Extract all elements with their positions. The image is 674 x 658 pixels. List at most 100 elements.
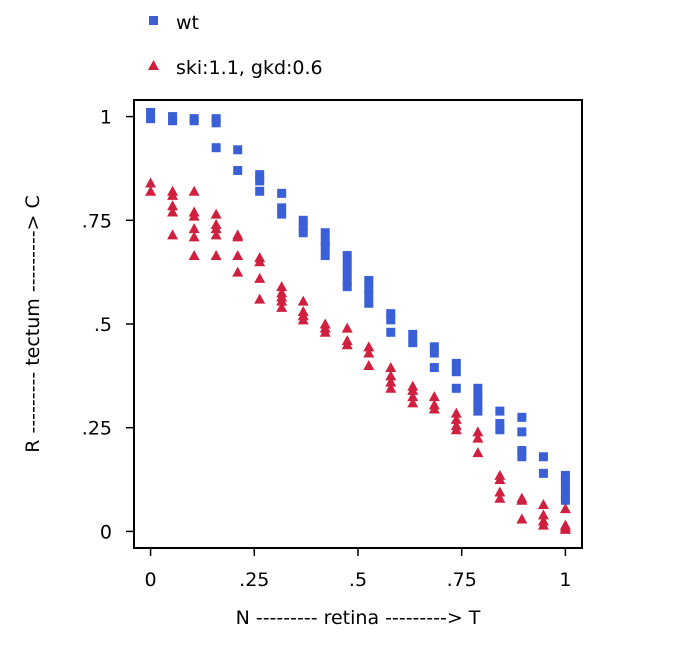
point-series-0-39 (429, 348, 439, 358)
point-series-1-4 (167, 200, 179, 211)
point-series-0-29 (364, 275, 374, 285)
point-series-1-11 (188, 231, 200, 242)
point-series-0-38 (429, 342, 439, 352)
point-series-1-16 (210, 229, 222, 240)
point-series-1-73 (559, 503, 571, 514)
point-series-0-8 (211, 143, 221, 153)
point-series-1-12 (188, 250, 200, 261)
point-series-1-42 (363, 347, 375, 358)
point-series-0-43 (451, 383, 461, 393)
legend-marker-wt (149, 16, 158, 25)
point-series-0-11 (255, 170, 265, 180)
point-series-1-51 (407, 397, 419, 408)
point-series-0-3 (168, 116, 178, 126)
x-axis-label: N --------- retina ---------> T (236, 607, 481, 629)
point-series-0-50 (495, 425, 505, 435)
point-series-0-17 (298, 215, 308, 225)
point-series-1-20 (232, 250, 244, 261)
point-series-1-10 (188, 223, 200, 234)
plot-frame (133, 99, 583, 549)
point-series-0-53 (517, 446, 527, 456)
point-series-0-13 (255, 186, 265, 196)
point-series-0-0 (146, 107, 156, 117)
point-series-0-14 (277, 188, 287, 198)
point-series-1-46 (385, 376, 397, 387)
point-series-1-41 (363, 341, 375, 352)
point-series-0-37 (408, 338, 418, 348)
point-series-1-1 (145, 185, 157, 196)
point-series-1-59 (472, 426, 484, 437)
y-tick-label-0: 0 (100, 521, 112, 543)
point-series-0-10 (233, 166, 243, 176)
point-series-1-31 (297, 295, 309, 306)
point-series-1-70 (537, 509, 549, 520)
point-series-1-15 (210, 223, 222, 234)
point-series-1-29 (276, 295, 288, 306)
point-series-0-42 (451, 367, 461, 377)
point-series-0-55 (538, 452, 548, 462)
point-series-1-52 (428, 391, 440, 402)
point-series-0-61 (560, 495, 570, 505)
point-series-1-50 (407, 391, 419, 402)
point-series-1-26 (276, 281, 288, 292)
point-series-1-19 (232, 231, 244, 242)
y-tick-label-3: .75 (82, 210, 112, 232)
point-series-1-34 (297, 314, 309, 325)
point-series-0-58 (560, 477, 570, 487)
point-series-0-35 (386, 327, 396, 337)
point-series-1-7 (188, 185, 200, 196)
x-axis: 0 .25 .5 .75 1 (145, 548, 571, 591)
point-series-1-76 (559, 523, 571, 534)
point-series-1-3 (167, 189, 179, 200)
point-series-1-44 (385, 362, 397, 373)
point-series-0-45 (473, 392, 483, 402)
point-series-0-56 (538, 468, 548, 478)
point-series-1-21 (232, 266, 244, 277)
x-tick-label-1: .25 (239, 569, 269, 591)
x-tick-label-4: 1 (559, 569, 571, 591)
point-series-1-56 (450, 413, 462, 424)
point-series-0-49 (495, 419, 505, 429)
point-series-0-31 (364, 290, 374, 300)
point-series-0-23 (320, 251, 330, 261)
point-series-0-57 (560, 470, 570, 480)
point-series-1-67 (516, 494, 528, 505)
point-series-0-46 (473, 400, 483, 410)
point-series-0-34 (386, 315, 396, 325)
point-series-0-7 (211, 118, 221, 128)
point-series-1-45 (385, 370, 397, 381)
point-series-1-58 (450, 424, 462, 435)
point-series-1-49 (407, 384, 419, 395)
point-series-0-52 (517, 427, 527, 437)
point-series-1-13 (210, 208, 222, 219)
point-series-0-44 (473, 383, 483, 393)
point-series-1-64 (494, 486, 506, 497)
y-axis: 0 .25 .5 .75 1 (82, 107, 134, 543)
data-points (145, 107, 571, 534)
point-series-0-26 (342, 267, 352, 277)
point-series-1-40 (341, 339, 353, 350)
point-series-0-22 (320, 242, 330, 252)
point-series-1-54 (428, 403, 440, 414)
y-tick-label-2: .5 (94, 314, 112, 336)
point-series-0-15 (277, 203, 287, 213)
point-series-0-18 (298, 222, 308, 232)
point-series-0-32 (364, 298, 374, 308)
x-tick-label-0: 0 (145, 569, 157, 591)
point-series-0-60 (560, 489, 570, 499)
legend: wt ski:1.1, gkd:0.6 (148, 12, 323, 79)
legend-label-wt: wt (176, 12, 199, 34)
point-series-1-37 (319, 326, 331, 337)
point-series-0-5 (189, 116, 199, 126)
x-tick-label-2: .5 (349, 569, 367, 591)
point-series-1-38 (341, 322, 353, 333)
point-series-1-55 (450, 407, 462, 418)
point-series-0-9 (233, 145, 243, 155)
point-series-0-30 (364, 284, 374, 294)
point-series-0-27 (342, 275, 352, 285)
legend-label-ski-gkd: ski:1.1, gkd:0.6 (176, 57, 323, 79)
point-series-0-16 (277, 209, 287, 219)
point-series-0-51 (517, 412, 527, 422)
point-series-1-65 (494, 492, 506, 503)
point-series-1-60 (472, 432, 484, 443)
